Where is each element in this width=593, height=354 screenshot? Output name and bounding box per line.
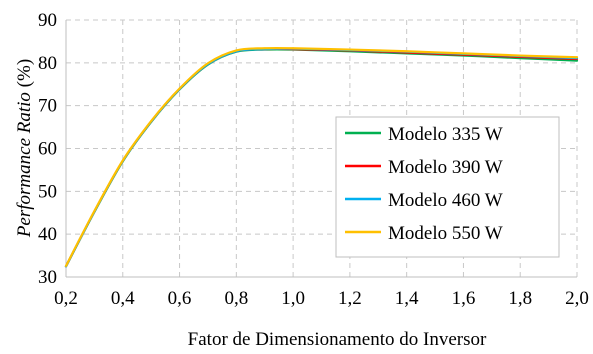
x-tick-label: 2,0 bbox=[565, 288, 589, 309]
series-lines bbox=[64, 46, 579, 268]
legend: Modelo 335 W Modelo 390 W Modelo 460 W Mode… bbox=[335, 116, 560, 258]
x-tick-labels: 0,2 0,4 0,6 0,8 1,0 1,2 1,4 1,6 1,8 2,0 bbox=[54, 288, 589, 309]
legend-label-3: Modelo 460 W bbox=[388, 190, 503, 211]
plot-frame bbox=[65, 20, 577, 278]
x-axis-title: Fator de Dimensionamento do Inversor bbox=[188, 329, 487, 350]
y-tick-label: 40 bbox=[38, 224, 57, 245]
x-tick-label: 1,4 bbox=[395, 288, 419, 309]
y-tick-label: 80 bbox=[38, 53, 57, 74]
x-tick-label: 0,4 bbox=[111, 288, 135, 309]
y-axis-title: Performance Ratio (%) bbox=[14, 59, 35, 238]
x-tick-label: 0,8 bbox=[224, 288, 248, 309]
y-tick-label: 90 bbox=[38, 10, 57, 31]
x-tick-label: 1,2 bbox=[338, 288, 362, 309]
y-axis-title-unit: (%) bbox=[14, 59, 35, 92]
legend-label-4: Modelo 550 W bbox=[388, 223, 503, 244]
x-tick-label: 1,0 bbox=[281, 288, 305, 309]
x-tick-label: 1,8 bbox=[508, 288, 532, 309]
legend-label-1: Modelo 335 W bbox=[388, 124, 503, 145]
legend-box bbox=[335, 116, 560, 258]
y-tick-label: 50 bbox=[38, 181, 57, 202]
series-line-4 bbox=[64, 46, 579, 267]
x-tick-label: 0,6 bbox=[168, 288, 192, 309]
y-tick-label: 60 bbox=[38, 139, 57, 160]
legend-label-2: Modelo 390 W bbox=[388, 157, 503, 178]
y-tick-label: 30 bbox=[38, 267, 57, 288]
y-tick-label: 70 bbox=[38, 96, 57, 117]
y-axis-title-italic: Performance Ratio bbox=[14, 92, 35, 238]
x-tick-label: 0,2 bbox=[54, 288, 78, 309]
y-tick-labels: 30 40 50 60 70 80 90 bbox=[38, 10, 57, 288]
x-tick-label: 1,6 bbox=[452, 288, 476, 309]
